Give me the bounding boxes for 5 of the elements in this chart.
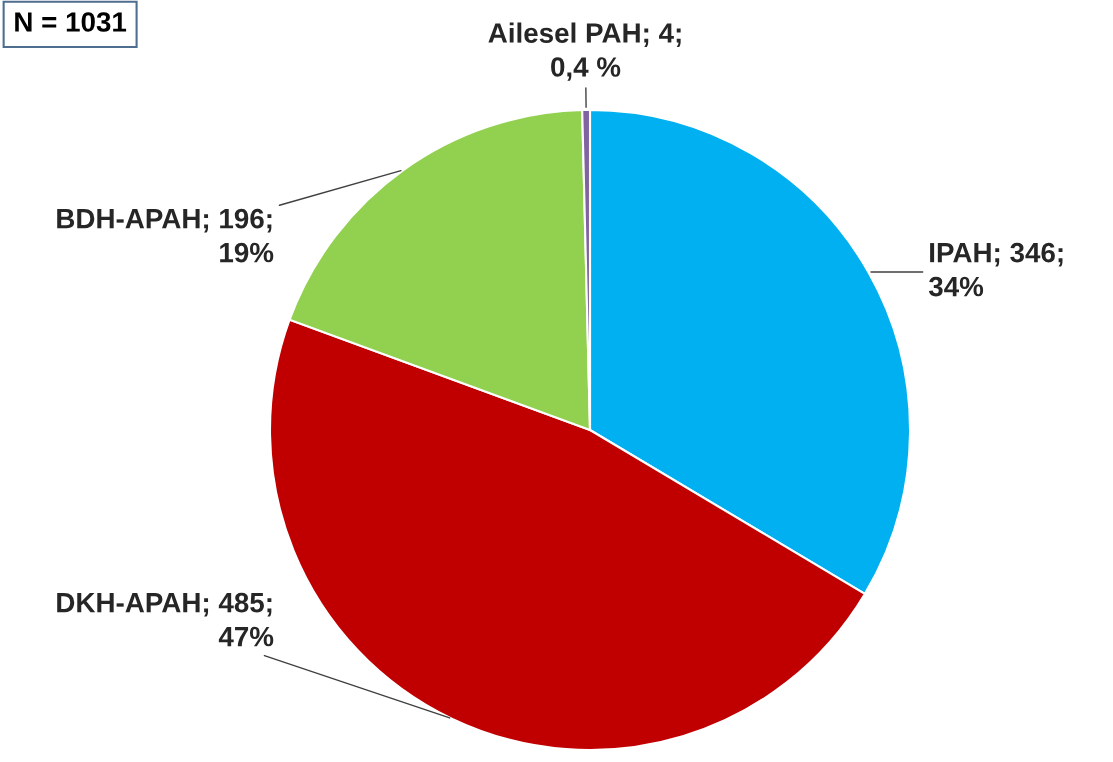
- text: N = 1031: [15, 12, 127, 32]
- slice-label: BDH-APAH; 196; 19%: [57, 208, 274, 263]
- slice-label: DKH-APAH; 485; 47%: [57, 592, 274, 647]
- slice-label: Ailesel PAH; 4; 0,4 %: [488, 22, 681, 81]
- slice-label: IPAH; 346; 34%: [928, 242, 1063, 297]
